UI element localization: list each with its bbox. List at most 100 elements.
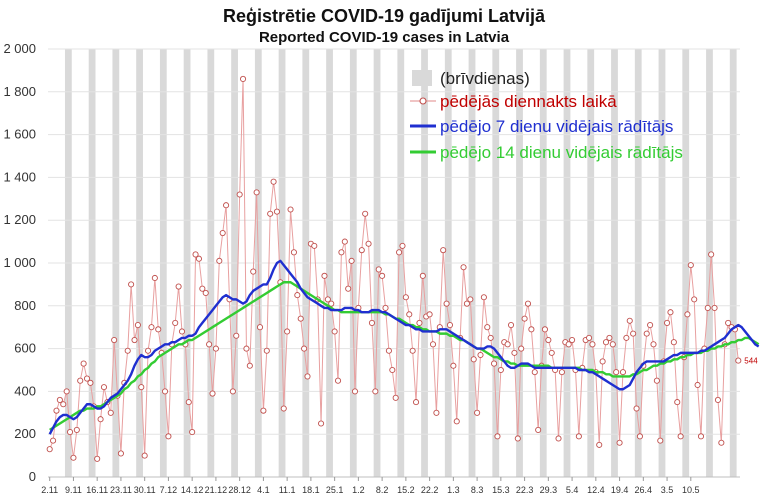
daily-cases-line [49,78,739,459]
daily-cases-point [667,309,674,316]
daily-cases-point [402,294,409,301]
daily-cases-point [670,339,677,346]
series-14-day-average [49,281,760,431]
daily-cases-point [334,377,342,384]
daily-cases-point [128,281,135,288]
daily-cases-point [202,289,209,297]
daily-cases-point [514,435,521,442]
daily-cases-point [256,324,264,331]
daily-cases-point [440,247,447,254]
daily-cases-point [677,433,684,440]
daily-cases-point [209,390,216,397]
daily-cases-point [463,300,470,307]
daily-cases-point [131,336,138,344]
daily-cases-point [626,317,633,324]
daily-cases-point [321,272,328,279]
daily-cases-point [585,334,593,341]
daily-cases-point [545,336,552,344]
x-tick-label: 1.2 [352,485,365,495]
daily-cases-point [331,328,338,335]
daily-cases-point [484,324,491,331]
daily-cases-point [379,272,386,279]
daily-cases-point [260,407,267,414]
daily-cases-point [419,272,426,279]
y-tick-label: 1 400 [3,169,36,184]
daily-cases-point [704,304,711,311]
daily-cases-point [192,251,199,258]
daily-cases-point [406,311,413,318]
daily-cases-point [636,433,643,440]
daily-cases-point [480,294,487,301]
daily-cases-point [504,341,511,348]
daily-cases-point [345,285,352,292]
daily-cases-point [389,366,396,374]
daily-cases-point [697,433,705,440]
x-tick-label: 1.3 [447,485,460,495]
daily-cases-point [280,405,287,412]
daily-cases-point [365,240,372,247]
daily-cases-point [382,304,389,311]
daily-cases-point [284,328,291,335]
daily-cases-point [70,454,77,461]
x-tick-label: 8.2 [376,485,389,495]
daily-cases-point [117,450,124,457]
daily-cases-point [633,405,640,412]
daily-cases-point [518,345,525,352]
daily-cases-point [487,334,494,341]
daily-cases-point [735,357,742,364]
gridlines [48,48,740,478]
x-tick-label: 3.5 [661,485,674,495]
daily-cases-point [708,251,715,258]
daily-cases-point [426,311,433,318]
daily-cases-point [609,341,616,348]
daily-cases-point [725,319,732,326]
daily-cases-point [223,202,230,209]
x-tick-label: 16.11 [86,485,108,495]
daily-cases-point [396,249,403,256]
daily-cases-point [199,285,206,292]
daily-cases-point [392,394,399,401]
daily-cases-point [107,409,114,416]
daily-cases-point [233,332,240,339]
daily-cases-point [77,377,84,384]
daily-cases-point [294,292,301,299]
y-tick-label: 1 800 [3,84,36,99]
daily-cases-point [267,210,274,217]
daily-cases-point [602,339,610,346]
daily-cases-point [575,433,582,440]
daily-cases-point [304,373,311,380]
daily-cases-point [338,249,345,256]
x-tick-label: 10.5 [682,485,700,495]
daily-cases-point [311,242,318,249]
legend-label-daily: pēdējās diennakts laikā [440,92,617,111]
daily-cases-point [684,311,691,318]
x-tick-label: 28.12 [228,485,251,495]
daily-cases-point [450,362,457,369]
daily-cases-point [674,399,681,406]
daily-cases-point [172,319,179,326]
daily-cases-point [491,360,498,367]
daily-cases-point [56,396,63,404]
daily-cases-point [97,416,104,423]
daily-cases-point [657,437,664,444]
x-tick-label: 19.4 [611,485,629,495]
daily-cases-point [155,326,162,333]
daily-cases-point [453,418,460,425]
x-tick-label: 23.11 [110,485,132,495]
daily-cases-point [243,345,250,352]
daily-cases-point [711,304,718,311]
x-tick-label: 5.4 [566,485,579,495]
y-tick-label: 400 [14,383,36,398]
avg14-line [49,281,760,431]
daily-cases-point [151,274,158,282]
daily-cases-point [548,349,555,356]
daily-cases-point [399,242,406,249]
x-tick-label: 30.11 [134,485,156,495]
series-7-day-average [48,259,760,435]
daily-cases-point [216,257,223,264]
daily-cases-point [474,409,481,416]
daily-cases-point [541,326,549,333]
daily-cases-point [250,268,257,275]
daily-cases-point [446,322,454,329]
legend-label-holidays: (brīvdienas) [440,69,530,88]
